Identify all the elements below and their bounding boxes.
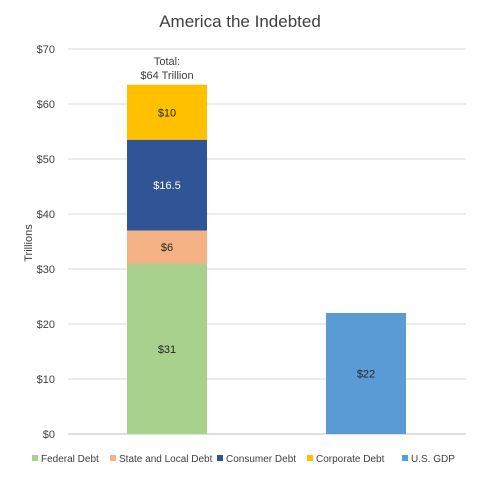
- y-tick-label: $50: [37, 154, 55, 166]
- chart-title: America the Indebted: [159, 12, 321, 31]
- data-label: $6: [161, 242, 173, 254]
- bar-segment: [326, 313, 406, 434]
- bar-segment: [127, 263, 207, 434]
- y-axis-ticks: $0 $10 $20 $30 $40 $50 $60 $70: [37, 44, 55, 441]
- y-axis-label: Trillions: [23, 224, 35, 262]
- data-label: $31: [158, 344, 176, 356]
- legend-swatch: [110, 455, 116, 461]
- y-tick-label: $0: [43, 429, 55, 441]
- y-tick-label: $30: [37, 264, 55, 276]
- total-annotation-line1: Total:: [154, 56, 180, 68]
- bar-segment: [127, 84, 207, 140]
- data-label: $16.5: [153, 180, 181, 192]
- y-tick-label: $20: [37, 319, 55, 331]
- legend-swatch: [32, 455, 38, 461]
- y-tick-label: $70: [37, 44, 55, 56]
- y-tick-label: $60: [37, 99, 55, 111]
- bar-segment: [127, 230, 207, 264]
- bar-labels: $31 $6 $16.5 $10 $22: [153, 107, 375, 380]
- legend-swatch: [217, 455, 223, 461]
- y-tick-label: $10: [37, 374, 55, 386]
- data-label: $22: [357, 369, 375, 381]
- y-tick-label: $40: [37, 209, 55, 221]
- bars: [127, 84, 406, 434]
- legend-swatch: [307, 455, 313, 461]
- legend-label: U.S. GDP: [411, 454, 455, 465]
- legend-swatch: [402, 455, 408, 461]
- bar-segment: [127, 139, 207, 231]
- legend-label: Consumer Debt: [226, 454, 296, 465]
- legend-label: Federal Debt: [41, 454, 99, 465]
- total-annotation-line2: $64 Trillion: [140, 70, 193, 82]
- legend: Federal Debt State and Local Debt Consumer…: [32, 454, 455, 465]
- legend-label: Corporate Debt: [316, 454, 385, 465]
- legend-label: State and Local Debt: [119, 454, 213, 465]
- data-label: $10: [158, 107, 176, 119]
